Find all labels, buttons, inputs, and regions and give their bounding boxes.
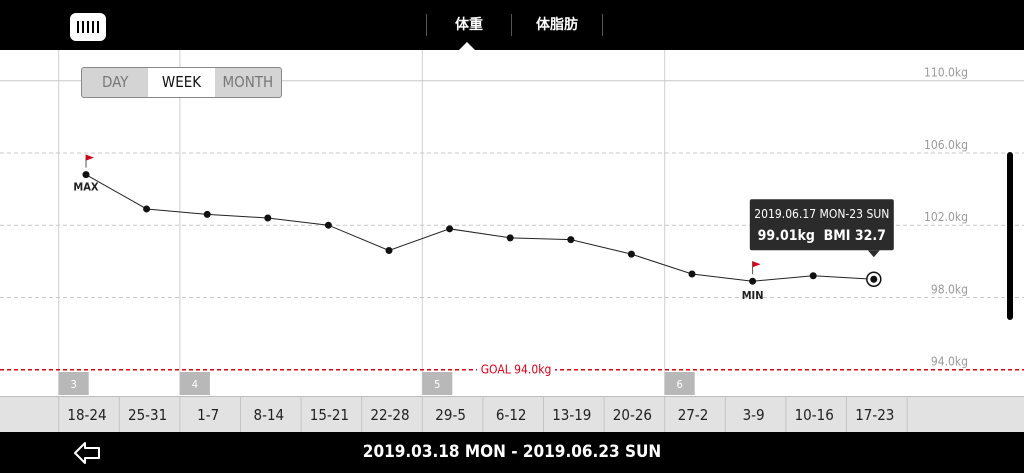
- month-marker: [422, 372, 453, 395]
- data-point: [385, 246, 393, 254]
- data-point: [506, 234, 514, 242]
- weight-chart: 110.0kg 106.0kg 102.0kg 98.0kg 94.0kg GOAL 94…: [0, 50, 1024, 395]
- y-tick-label: 110.0kg: [924, 66, 968, 80]
- tab-weight[interactable]: 体重: [455, 17, 483, 33]
- data-point: [264, 214, 272, 222]
- y-tick-label: 94.0kg: [931, 355, 968, 369]
- data-point: [446, 225, 454, 233]
- date-range-label: 2019.03.18 MON - 2019.06.23 SUN: [362, 442, 662, 462]
- x-tick-label: 22-28: [370, 406, 409, 424]
- back-arrow-icon[interactable]: [72, 440, 102, 466]
- x-tick-label: 27-2: [678, 406, 709, 424]
- data-point: [688, 270, 696, 278]
- tab-separator: [426, 14, 427, 36]
- tooltip-box: [749, 199, 894, 251]
- data-point: [143, 205, 151, 213]
- month-marker-label: 4: [192, 378, 198, 391]
- data-point: [749, 277, 757, 285]
- x-tick-label: 1-7: [197, 406, 219, 424]
- x-tick-label: 29-5: [435, 406, 466, 424]
- tab-body-fat[interactable]: 体脂肪: [536, 17, 578, 33]
- goal-label: GOAL 94.0kg: [481, 363, 552, 377]
- month-marker: [179, 372, 210, 395]
- selected-data-point: [870, 275, 878, 283]
- active-tab-indicator: [459, 42, 475, 50]
- bottom-bar: 2019.03.18 MON - 2019.06.23 SUN: [0, 432, 1024, 473]
- min-flag-icon: [752, 261, 761, 268]
- top-bar: 体重 体脂肪: [0, 0, 1024, 50]
- x-tick-label: 20-26: [613, 406, 652, 424]
- x-tick-label: 3-9: [743, 406, 765, 424]
- data-point: [82, 171, 90, 179]
- x-tick-label: 6-12: [496, 406, 527, 424]
- month-marker-label: 3: [71, 378, 77, 391]
- month-marker-label: 6: [677, 378, 683, 391]
- min-label: MIN: [742, 289, 764, 302]
- data-point: [203, 210, 211, 218]
- tooltip-value: 99.01kg BMI 32.7: [758, 228, 886, 244]
- period-day-button[interactable]: DAY: [101, 73, 129, 91]
- period-month-button[interactable]: MONTH: [222, 73, 274, 91]
- x-tick-label: 10-16: [795, 406, 834, 424]
- x-axis: 18-24 25-31 1-7 8-14 15-21 22-28 29-5 6-12 13-19…: [0, 396, 1024, 432]
- period-selector: DAY WEEK MONTH: [81, 67, 282, 98]
- weight-series-line: [85, 174, 874, 282]
- x-tick-label: 15-21: [310, 406, 349, 424]
- data-point: [567, 236, 575, 244]
- max-flag-icon: [86, 154, 94, 161]
- goal-label-background: [477, 361, 555, 376]
- x-tick-label: 17-23: [855, 406, 894, 424]
- x-tick-label: 8-14: [253, 406, 284, 424]
- tooltip-date-range: 2019.06.17 MON-23 SUN: [754, 207, 889, 221]
- tab-separator: [602, 14, 603, 36]
- data-point: [809, 272, 817, 280]
- ruler-icon[interactable]: [70, 13, 106, 41]
- x-tick-label: 13-19: [552, 406, 591, 424]
- max-label: MAX: [73, 181, 99, 194]
- y-tick-label: 102.0kg: [924, 210, 968, 224]
- x-tick-label: 18-24: [67, 406, 106, 424]
- month-marker: [58, 372, 89, 395]
- data-point: [324, 221, 332, 229]
- y-tick-label: 98.0kg: [931, 282, 968, 296]
- period-week-button[interactable]: WEEK: [148, 68, 215, 97]
- month-marker: [664, 372, 695, 395]
- vertical-scrollbar[interactable]: [1007, 152, 1013, 320]
- month-marker-label: 5: [434, 378, 440, 391]
- y-tick-label: 106.0kg: [924, 138, 968, 152]
- data-point: [627, 250, 635, 258]
- tooltip-pointer: [867, 250, 880, 258]
- tab-separator: [511, 14, 512, 36]
- x-tick-label: 25-31: [128, 406, 167, 424]
